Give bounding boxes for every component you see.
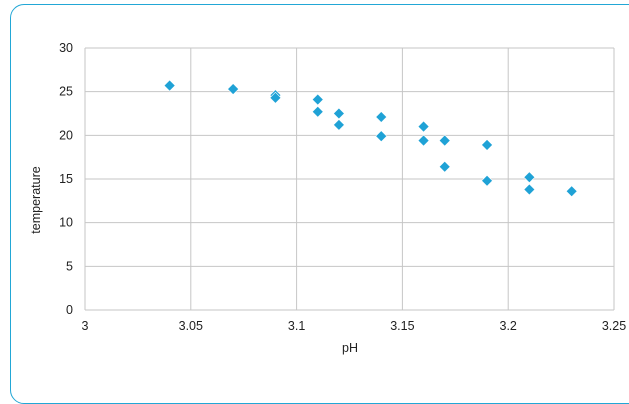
data-point [311,93,324,106]
gridlines [84,47,615,311]
data-point [417,120,430,133]
y-tick-label: 20 [59,128,73,142]
x-tick-label: 3.1 [288,319,305,333]
data-point [375,111,388,123]
data-point [523,183,536,196]
data-point [565,185,578,198]
data-point [311,105,324,118]
y-tick-label: 15 [59,172,73,186]
data-point [332,107,345,120]
data-point [375,130,388,143]
y-tick-label: 0 [66,303,73,317]
data-point [269,91,282,104]
y-tick-label: 25 [59,85,73,99]
scatter-chart: 3 3.05 3.1 3.15 3.2 3.25 0 5 10 15 20 25 30 pH temp… [29,41,627,355]
y-tick-label: 30 [59,41,73,55]
data-point [481,174,493,187]
data-point [417,134,430,147]
y-axis-title: temperature [29,166,43,233]
x-tick-label: 3.15 [390,319,414,333]
x-axis-title: pH [342,341,358,355]
x-tick-label: 3.25 [602,319,626,333]
chart-frame [10,4,629,404]
x-tick-label: 3.2 [500,319,517,333]
data-point [332,118,345,131]
y-tick-label: 10 [59,216,73,230]
x-tick-label: 3 [82,319,89,333]
x-tick-label: 3.05 [179,319,203,333]
data-point [438,134,451,147]
data-point [481,139,493,151]
data-point [227,83,240,95]
x-tick-labels: 3 3.05 3.1 3.15 3.2 3.25 [82,319,627,333]
y-tick-label: 5 [66,259,73,273]
data-points [163,79,578,198]
data-point [438,160,451,173]
y-tick-labels: 0 5 10 15 20 25 30 [59,41,73,317]
data-point [163,79,176,92]
data-point [523,171,536,184]
